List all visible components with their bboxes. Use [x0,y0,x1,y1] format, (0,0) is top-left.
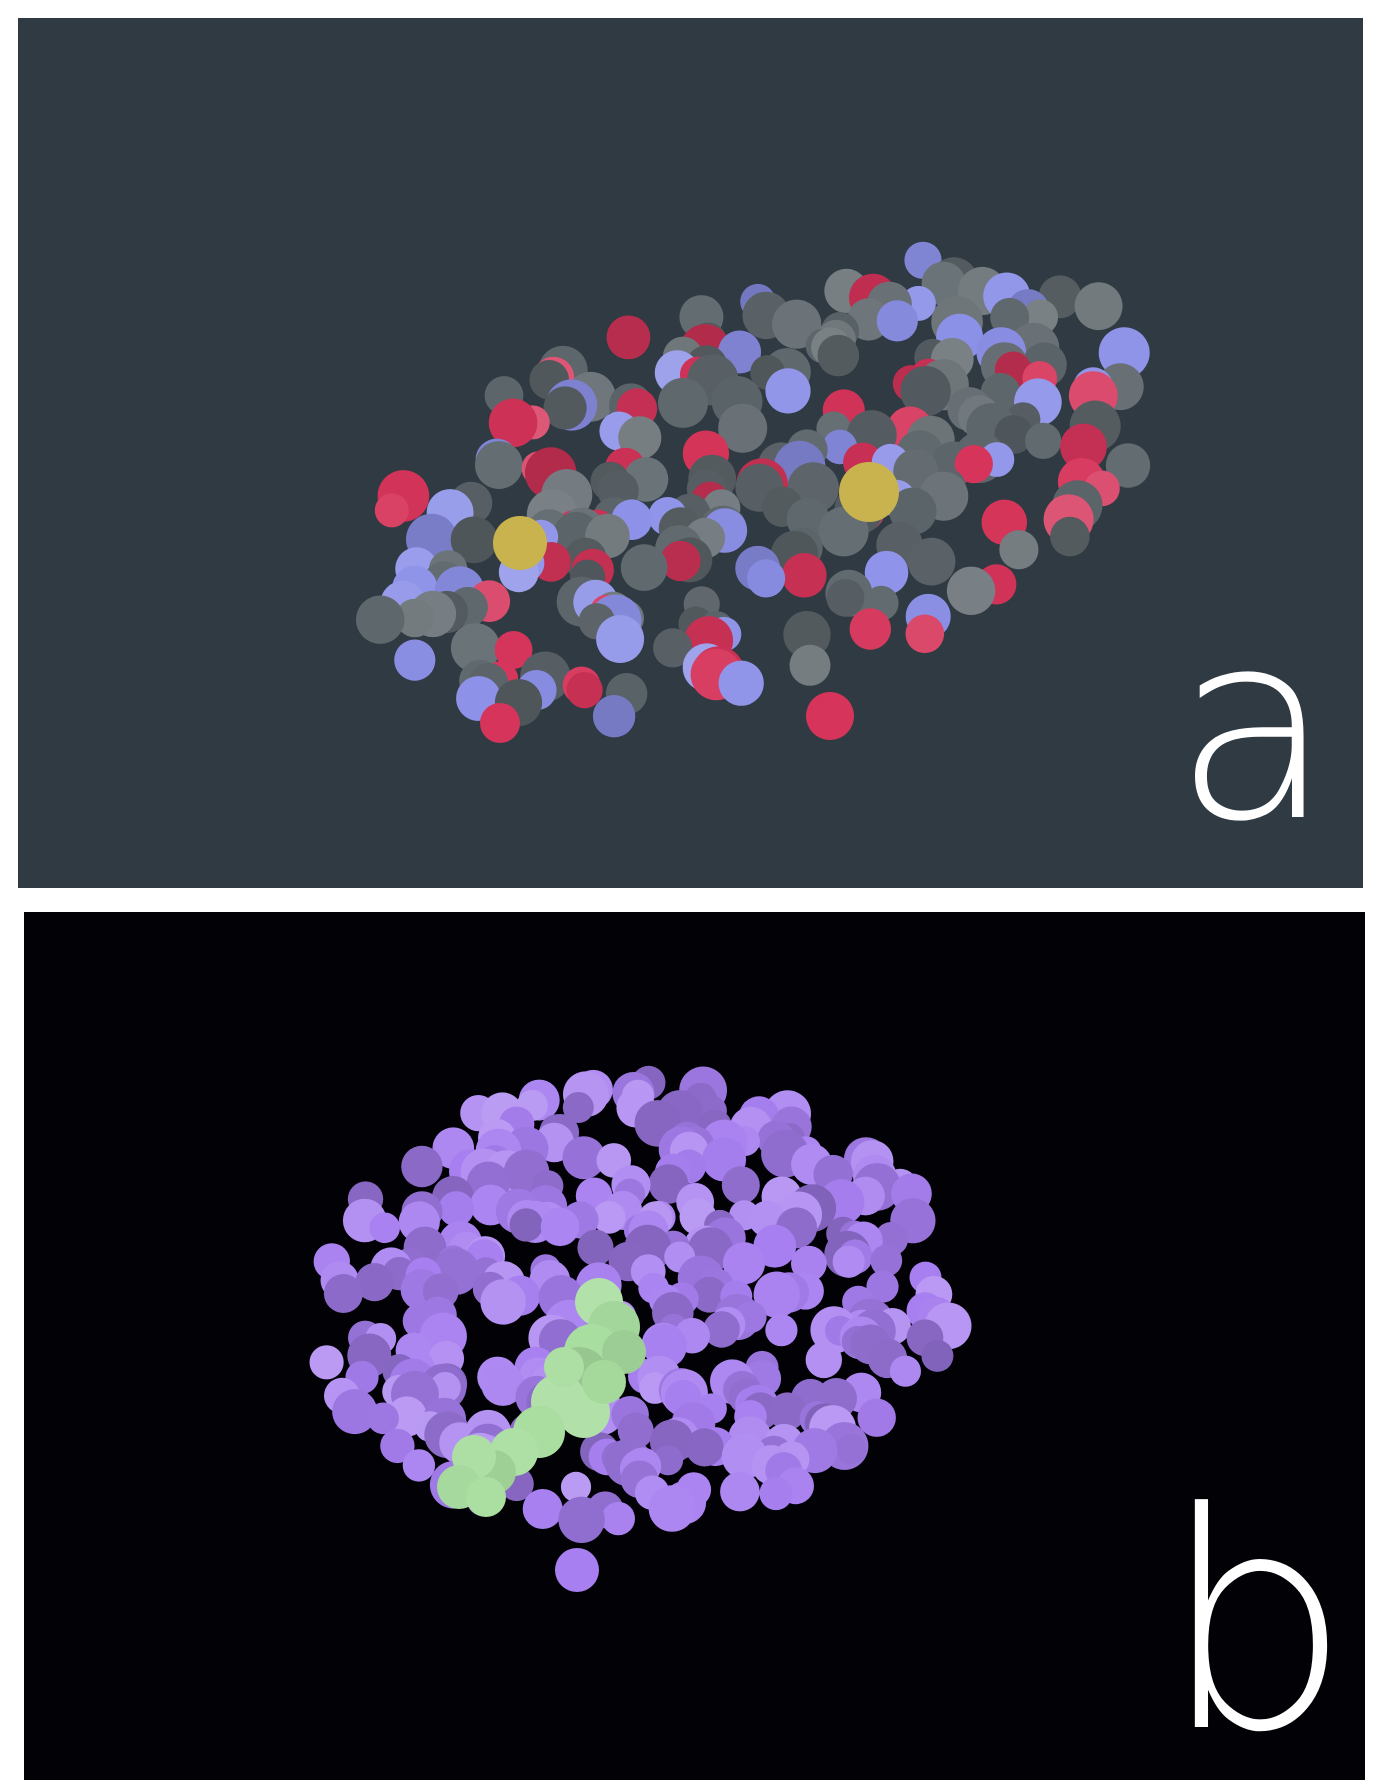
protein-atom [870,1244,903,1277]
protein-atom [555,1548,599,1592]
nitrogen-atom [592,695,636,738]
protein-atom [722,1242,766,1285]
protein-atom [309,1345,344,1380]
oxygen-atom [806,692,854,740]
space-filling-molecule [356,241,1151,743]
protein-atom [509,1208,543,1242]
protein-atom [480,1279,526,1325]
oxygen-atom [782,553,827,598]
protein-atom [720,1471,760,1512]
protein-atom [558,1496,605,1543]
nitrogen-atom [747,559,786,598]
ligand-atom [582,1360,626,1404]
carbon-atom [475,441,523,489]
protein-atom [560,1471,592,1502]
carbon-atom [395,598,435,638]
protein-atom [759,1476,793,1511]
carbon-atom [1074,282,1123,331]
carbon-atom [450,623,501,673]
protein-atom [369,1212,401,1244]
protein-atom [601,1501,635,1536]
nitrogen-atom [596,615,645,663]
protein-atom [791,1245,827,1282]
space-filling-protein [309,1065,972,1592]
carbon-atom [789,644,831,686]
carbon-atom [658,377,708,428]
protein-atom [832,1245,865,1278]
protein-atom [355,1263,394,1302]
nitrogen-atom [864,550,909,595]
panel-a: a [18,18,1363,888]
oxygen-atom [374,493,409,528]
protein-atom [753,1271,800,1318]
protein-atom [836,1433,867,1465]
oxygen-atom [954,445,993,484]
protein-atom [481,1362,525,1406]
protein-atom [380,1428,415,1464]
molecule-atom-view [18,18,1363,888]
protein-atom [323,1274,363,1313]
protein-atom [866,1270,899,1303]
protein-atom [768,1392,807,1431]
carbon-atom [718,403,768,453]
oxygen-atom [1060,423,1107,471]
carbon-atom [1025,422,1062,459]
protein-atom [562,1136,606,1180]
protein-atom [889,1355,922,1387]
oxygen-atom [566,672,603,709]
carbon-atom [946,566,996,615]
carbon-atom [826,578,865,617]
nitrogen-atom [718,660,764,706]
carbon-atom [653,628,693,668]
carbon-atom [900,366,951,417]
oxygen-atom [905,614,945,654]
oxygen-atom [488,398,538,448]
carbon-atom [356,595,405,644]
oxygen-atom [849,608,891,650]
carbon-atom [620,544,668,591]
oxygen-atom [660,540,701,582]
panel-label-b: b [1160,1449,1351,1780]
carbon-atom [999,530,1039,570]
protein-atom [577,1229,614,1266]
panel-label-a: a [1173,577,1333,879]
ligand-atom [544,1347,584,1387]
oxygen-atom [494,631,533,669]
protein-atom [540,1207,580,1247]
protein-atom [648,1485,696,1532]
oxygen-atom [606,315,651,360]
carbon-atom [817,334,860,377]
protein-atom [685,1428,724,1467]
protein-atom [691,1276,728,1313]
carbon-atom [1105,443,1151,488]
protein-atom [367,1402,399,1435]
carbon-atom [450,516,498,564]
protein-atom [721,1166,760,1205]
protein-atom [522,1489,563,1529]
carbon-atom [907,537,956,586]
sulfur-atom [493,516,547,570]
protein-atom [562,1092,594,1123]
protein-atom [402,1449,436,1482]
protein-atom [401,1145,443,1188]
protein-atom [921,1339,954,1372]
protein-atom [438,1191,474,1227]
ligand-atom [466,1477,506,1517]
carbon-atom [783,611,831,659]
protein-atom [703,1311,740,1348]
nitrogen-atom [765,368,811,414]
nitrogen-atom [394,639,436,681]
carbon-atom [543,386,587,430]
protein-ligand-view [24,912,1365,1780]
sulfur-atom [839,462,899,522]
oxygen-atom [480,703,520,743]
protein-atom [765,1314,798,1347]
protein-atom [805,1341,842,1379]
panel-b: b [24,912,1365,1780]
carbon-atom [1050,516,1090,557]
nitrogen-atom [876,300,918,342]
protein-atom [857,1398,896,1437]
protein-atom [592,1201,626,1234]
protein-atom [332,1389,378,1435]
